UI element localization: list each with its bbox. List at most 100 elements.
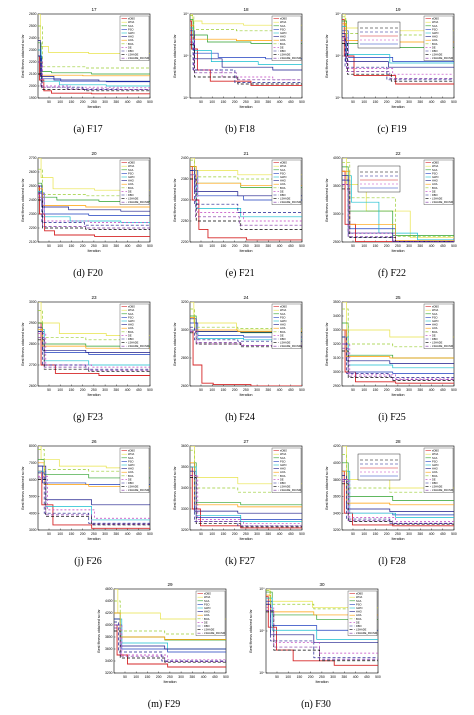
- x-tick-label: 200: [384, 244, 390, 248]
- series-line-gwo: [266, 597, 378, 640]
- x-tick-label: 500: [223, 675, 229, 679]
- y-tick-label: 10⁴: [259, 671, 265, 675]
- x-tick-label: 50: [199, 532, 203, 536]
- x-tick-label: 250: [91, 532, 97, 536]
- legend-label: HHO: [432, 35, 438, 39]
- x-tick-label: 400: [125, 532, 131, 536]
- legend-label: LSHADE_PACNM: [432, 488, 453, 492]
- legend-label: AOA: [280, 182, 286, 186]
- x-tick-label: 350: [113, 244, 119, 248]
- legend-label: SCA: [204, 599, 210, 603]
- x-tick-label: 500: [299, 532, 305, 536]
- x-tick-label: 150: [69, 100, 75, 104]
- legend-label: GWO: [432, 31, 438, 35]
- legend-box: [119, 447, 150, 493]
- y-tick-label: 2400: [29, 36, 37, 40]
- x-tick-label: 350: [417, 244, 423, 248]
- subfigure-caption: (f) F22: [377, 268, 407, 279]
- legend-box: [423, 15, 454, 61]
- legend-label: SCA: [280, 168, 286, 172]
- legend-label: GWO: [432, 175, 438, 179]
- x-tick-label: 150: [373, 532, 379, 536]
- y-tick-label: 4200: [105, 611, 113, 615]
- legend-label: LSHADE_PACNM: [356, 631, 377, 635]
- x-tick-label: 250: [395, 244, 401, 248]
- x-tick-label: 150: [373, 100, 379, 104]
- y-tick-label: 2250: [181, 219, 189, 223]
- x-tick-label: 200: [80, 388, 86, 392]
- legend-label: PSO: [128, 459, 133, 463]
- x-tick-label: 500: [451, 244, 457, 248]
- legend-label: WOA: [280, 20, 286, 24]
- series-line-aoa: [38, 61, 150, 77]
- series-line-lshade_pacnm: [38, 61, 150, 90]
- legend-label: LSHADE: [280, 485, 291, 489]
- x-tick-label: 50: [123, 675, 127, 679]
- x-tick-label: 450: [288, 388, 294, 392]
- y-tick-label: 3300: [181, 507, 189, 511]
- y-tick-label: 3200: [333, 342, 341, 346]
- x-tick-label: 50: [47, 100, 51, 104]
- chart-panel-f17: 17 50 100 150 200 250 300 350 400 450 500 1900 2000 2…: [18, 4, 158, 140]
- y-tick-label: 2400: [29, 198, 37, 202]
- series-line-lshade_pacnm: [190, 41, 302, 81]
- legend-label: PSO: [280, 315, 285, 319]
- legend-label: DE: [280, 477, 284, 481]
- legend-label: LSHADE_PACNM: [280, 56, 301, 60]
- chart-title: 20: [91, 151, 97, 156]
- x-tick-label: 400: [277, 244, 283, 248]
- x-tick-label: 300: [102, 100, 108, 104]
- subfigure-caption: (l) F28: [378, 556, 406, 567]
- y-tick-label: 3000: [29, 300, 37, 304]
- series-line-gwo: [342, 470, 454, 518]
- legend-label: SCA: [280, 312, 286, 316]
- series-line-woa: [38, 302, 150, 336]
- x-tick-label: 300: [254, 244, 260, 248]
- y-tick-label: 10⁶: [259, 629, 265, 633]
- x-tick-label: 350: [113, 100, 119, 104]
- x-tick-label: 150: [221, 532, 227, 536]
- legend-label: LSHADE: [204, 628, 215, 632]
- series-line-dbo: [38, 192, 150, 226]
- x-tick-label: 150: [373, 244, 379, 248]
- legend-label: DBO: [280, 49, 286, 53]
- y-tick-label: 3000: [333, 370, 341, 374]
- y-tick-label: 10⁶: [335, 54, 341, 58]
- series-line-lshade_pacnm: [342, 184, 454, 242]
- series-line-edbo: [342, 329, 454, 384]
- x-tick-label: 150: [373, 388, 379, 392]
- series-line-lshade: [266, 611, 378, 662]
- subfigure-caption: (b) F18: [225, 124, 255, 135]
- legend-label: BOA: [280, 330, 286, 334]
- legend-label: eDBO: [280, 449, 287, 453]
- series-line-sca: [190, 462, 302, 506]
- y-tick-label: 2100: [29, 240, 37, 244]
- y-axis-label: Best fitness obtained so far: [21, 178, 25, 222]
- legend-label: HHO: [128, 323, 134, 327]
- y-tick-label: 2900: [333, 384, 341, 388]
- y-tick-label: 4600: [105, 587, 113, 591]
- series-line-dbo: [190, 470, 302, 527]
- legend-label: HHO: [356, 610, 362, 614]
- x-tick-label: 400: [277, 388, 283, 392]
- legend-box: [423, 447, 454, 493]
- chart-svg-f21: 21 50 100 150 200 250 300 350 400 450 500 2200 2250 2…: [173, 151, 305, 253]
- x-tick-label: 50: [351, 244, 355, 248]
- series-line-de: [114, 624, 226, 661]
- x-tick-label: 150: [221, 388, 227, 392]
- legend-label: BOA: [432, 186, 438, 190]
- x-tick-label: 50: [199, 388, 203, 392]
- y-tick-label: 3000: [181, 328, 189, 332]
- x-tick-label: 250: [243, 532, 249, 536]
- series-line-aoa: [190, 166, 302, 186]
- x-tick-label: 250: [243, 388, 249, 392]
- x-tick-label: 400: [125, 244, 131, 248]
- x-tick-label: 150: [145, 675, 151, 679]
- series-line-lshade_pacnm: [342, 40, 454, 79]
- y-tick-label: 10⁸: [183, 12, 189, 16]
- x-axis-label: Iteration: [88, 105, 101, 109]
- x-axis-label: Iteration: [316, 680, 329, 684]
- series-line-lshade: [38, 339, 150, 372]
- legend-label: LSHADE_PACNM: [432, 56, 453, 60]
- series-line-lshade_pacnm: [266, 610, 378, 660]
